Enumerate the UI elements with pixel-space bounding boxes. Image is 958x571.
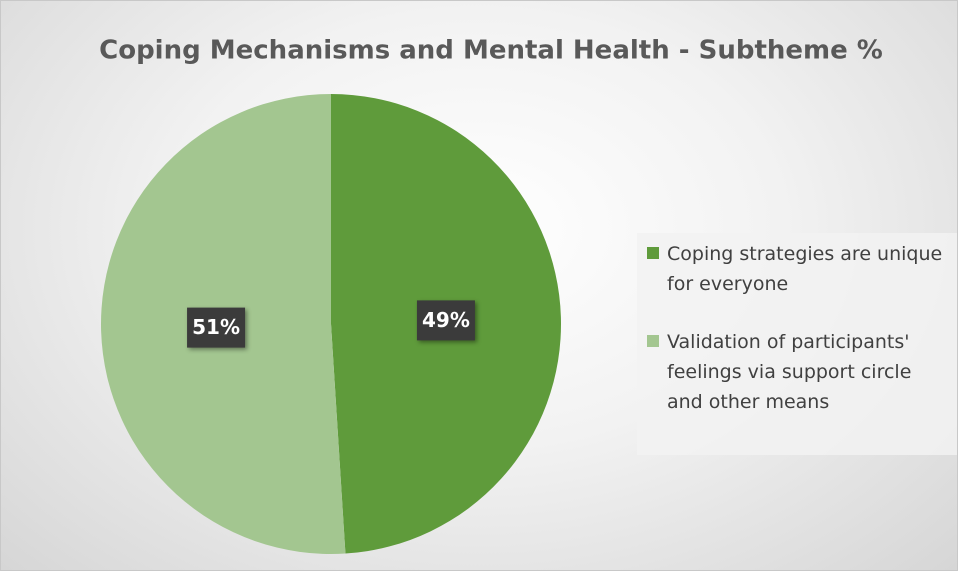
legend: Coping strategies are unique for everyon… — [637, 233, 957, 455]
legend-swatch — [647, 247, 659, 259]
chart-title: Coping Mechanisms and Mental Health - Su… — [99, 36, 883, 66]
legend-entry: Validation of participants' feelings via… — [643, 327, 953, 417]
legend-entry: Coping strategies are unique for everyon… — [643, 239, 953, 299]
data-label: 51% — [192, 315, 240, 339]
legend-label: Coping strategies are unique for everyon… — [667, 243, 943, 295]
data-label: 49% — [422, 308, 470, 332]
data-label-box — [416, 300, 475, 341]
data-label-box — [187, 307, 246, 348]
legend-label: Validation of participants' feelings via… — [667, 331, 912, 413]
legend-swatch — [647, 335, 659, 347]
